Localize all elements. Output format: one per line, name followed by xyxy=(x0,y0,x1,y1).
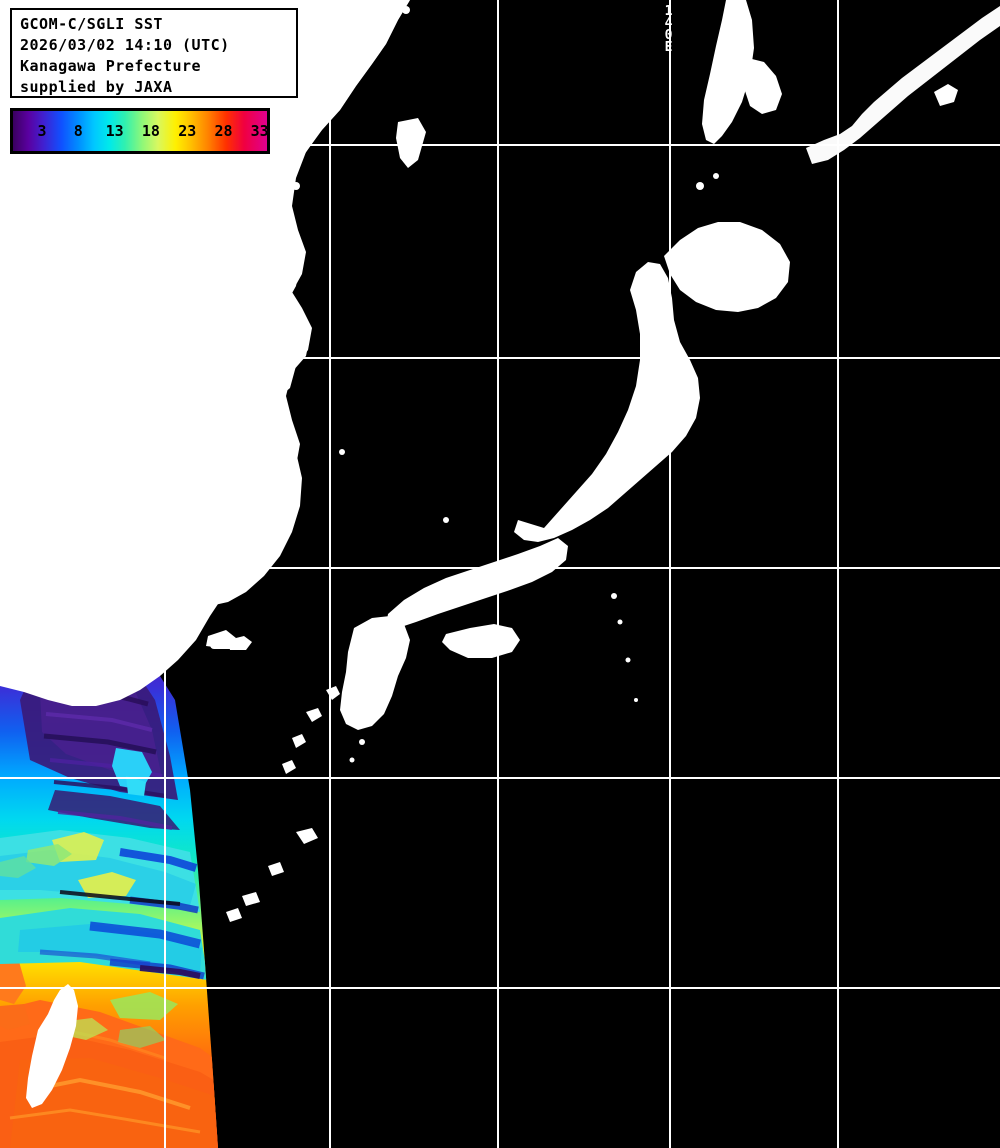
colorbar-tick-8: 8 xyxy=(73,122,83,140)
info-line-provider: supplied by JAXA xyxy=(20,78,173,96)
sst-colorbar[interactable]: 3 8 13 18 23 28 33 xyxy=(10,108,270,154)
colorbar-tick-18: 18 xyxy=(141,122,160,140)
product-info-box: GCOM-C/SGLI SST 2026/03/02 14:10 (UTC) K… xyxy=(10,8,298,98)
lon-140E-label: 140E xyxy=(661,4,676,52)
info-line-title: GCOM-C/SGLI SST xyxy=(20,15,163,33)
colorbar-tick-13: 13 xyxy=(105,122,124,140)
lat-40N-label: 40N xyxy=(6,348,30,363)
colorbar-tick-23: 23 xyxy=(178,122,197,140)
colorbar-tick-3: 3 xyxy=(37,122,47,140)
colorbar-tick-33: 33 xyxy=(250,122,269,140)
info-line-region: Kanagawa Prefecture xyxy=(20,57,202,75)
colorbar-tick-container: 3 8 13 18 23 28 33 xyxy=(13,111,269,151)
info-line-datetime: 2026/03/02 14:10 (UTC) xyxy=(20,36,230,54)
colorbar-tick-28: 28 xyxy=(214,122,233,140)
